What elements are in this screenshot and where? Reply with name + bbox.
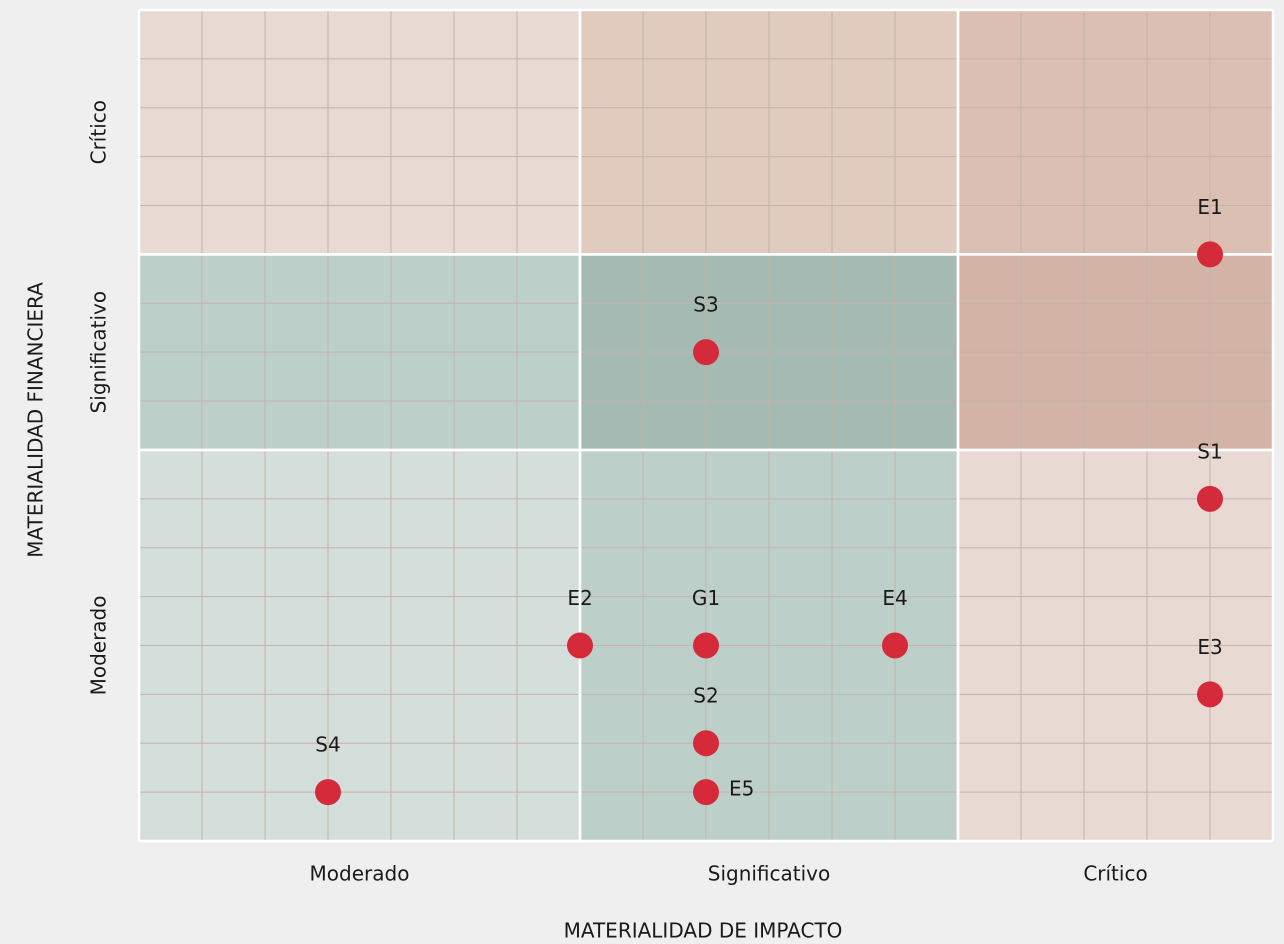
point-label: S3	[693, 293, 718, 317]
point-label: S4	[315, 733, 340, 757]
zone	[139, 10, 580, 255]
y-zone-label: Significativo	[87, 291, 111, 414]
zone	[958, 10, 1273, 255]
point-label: S2	[693, 684, 718, 708]
data-point	[1197, 681, 1223, 708]
data-point	[315, 779, 341, 806]
x-zone-label: Crítico	[1083, 862, 1147, 886]
y-zone-label: Crítico	[87, 100, 111, 164]
data-point	[693, 779, 719, 806]
data-point	[567, 632, 593, 659]
point-label: G1	[692, 586, 720, 610]
point-label: E2	[567, 586, 592, 610]
point-label: E4	[882, 586, 907, 610]
data-point	[693, 339, 719, 366]
data-point	[1197, 241, 1223, 268]
x-zone-label: Significativo	[708, 862, 831, 886]
y-zone-label: Moderado	[87, 596, 111, 696]
point-label: E1	[1197, 195, 1222, 219]
point-label: E3	[1197, 635, 1222, 659]
point-label: E5	[729, 777, 754, 801]
data-point	[1197, 485, 1223, 512]
data-point	[693, 730, 719, 757]
x-axis-title: MATERIALIDAD DE IMPACTO	[564, 919, 843, 943]
data-point	[882, 632, 908, 659]
data-point	[693, 632, 719, 659]
point-label: S1	[1197, 439, 1222, 463]
x-zone-label: Moderado	[310, 862, 410, 886]
y-axis-title: MATERIALIDAD FINANCIERA	[24, 282, 48, 558]
